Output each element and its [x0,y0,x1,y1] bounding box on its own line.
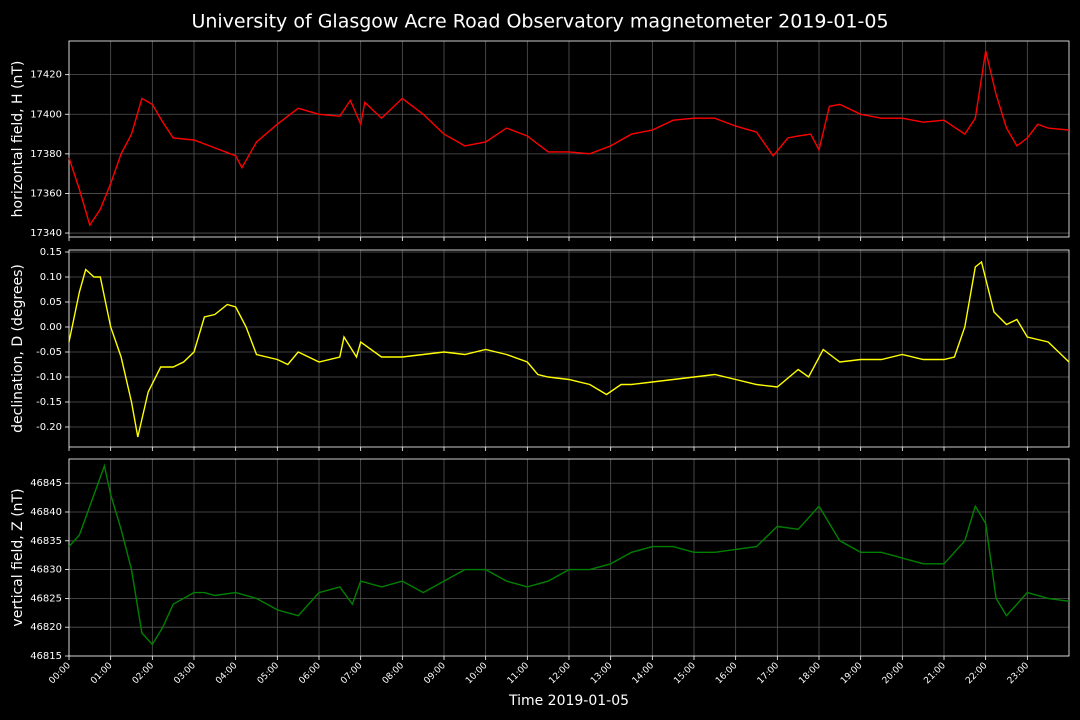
y-tick-label: 46825 [30,593,62,604]
y-axis-label: vertical field, Z (nT) [10,488,26,626]
y-tick-label: 46820 [30,622,62,633]
y-tick-label: 17340 [30,228,62,239]
y-tick-label: -0.05 [36,347,62,358]
data-line [68,463,1070,646]
y-tick-label: 17360 [30,188,62,199]
x-axis-label: Time 2019-01-05 [508,693,629,709]
figure-title: University of Glasgow Acre Road Observat… [191,11,888,33]
y-tick-label: 46830 [30,565,62,576]
y-tick-label: 46815 [30,651,62,662]
y-tick-label: 17380 [30,149,62,160]
y-tick-label: 46840 [30,507,62,518]
y-tick-label: 0.10 [40,272,62,283]
y-tick-label: -0.15 [36,397,62,408]
y-tick-label: 46845 [30,478,62,489]
y-tick-label: 0.00 [40,322,62,333]
data-line [68,50,1070,227]
y-tick-label: -0.10 [36,372,62,383]
axes-frame [68,40,1070,238]
y-tick-label: 0.15 [40,247,62,258]
axes-frame [68,458,1070,657]
y-tick-label: 0.05 [40,297,62,308]
y-axis-label: horizontal field, H (nT) [10,61,26,218]
y-axis-label: declination, D (degrees) [10,264,26,433]
y-tick-label: 17420 [30,70,62,81]
axes-frame [68,249,1070,448]
y-tick-label: 17400 [30,109,62,120]
y-tick-label: -0.20 [36,422,62,433]
y-tick-label: 46835 [30,536,62,547]
data-line [68,260,1070,438]
